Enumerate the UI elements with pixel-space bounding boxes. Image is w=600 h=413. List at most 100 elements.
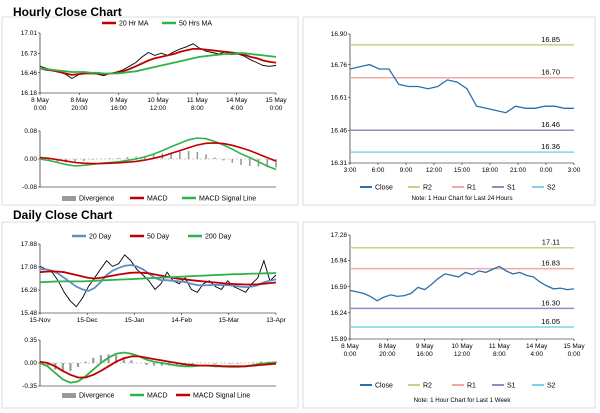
daily-legend-divergence-label: Divergence <box>79 393 115 400</box>
daily-price-series-close <box>39 254 277 308</box>
weekly-levels-x-tick: 14 May <box>526 343 548 350</box>
hourly-price-x-tick: 8 May <box>70 97 88 104</box>
daily-price-series-50-day <box>39 270 277 286</box>
daily-price-x-tick: 15-Dec <box>77 317 99 324</box>
daily-price-x-tick: 15-Nov <box>30 317 52 324</box>
weekly-levels-y-tick: 16.24 <box>331 310 348 317</box>
hourly-levels-y-tick: 16.90 <box>331 31 348 38</box>
daily-legend-macd-label: MACD <box>147 393 168 400</box>
weekly-levels-x-tick-sub: 12:00 <box>454 351 471 358</box>
weekly-levels-x-tick-sub: 0:00 <box>344 351 357 358</box>
hourly-levels-x-tick: 12:00 <box>426 167 443 174</box>
hourly-price-y-tick: 16.73 <box>21 50 38 57</box>
hourly-left-frame <box>1 16 299 206</box>
hourly-legend-20hr-ma-label: 20 Hr MA <box>119 21 149 28</box>
weekly-levels-x-tick: 15 May <box>563 343 585 350</box>
hourly-price-x-tick-sub: 4:00 <box>230 105 243 112</box>
hourly-price-x-tick-sub: 8:00 <box>191 105 204 112</box>
daily-macd-y-tick: 0.35 <box>24 337 37 344</box>
hourly-price-x-tick: 10 May <box>147 97 169 104</box>
hourly-price-y-tick: 16.46 <box>21 70 38 77</box>
hourly-macd-y-tick: 0.08 <box>24 128 37 135</box>
hourly-legend-divergence-label: Divergence <box>79 196 115 203</box>
weekly-levels-legend-r2-label: R2 <box>423 383 432 390</box>
daily-legend-divergence-swatch <box>62 393 76 398</box>
daily-macd-series-macd <box>39 351 277 384</box>
weekly-levels-x-tick: 11 May <box>489 343 511 350</box>
weekly-levels-x-tick-sub: 8:00 <box>493 351 506 358</box>
hourly-price-x-tick: 15 May <box>265 97 287 104</box>
hourly-price-x-tick: 8 May <box>31 97 49 104</box>
daily-price-y-tick: 15.48 <box>21 310 38 317</box>
weekly-levels-note: Note: 1 Hour Chart for Last 1 Week <box>414 397 512 404</box>
hourly-levels-x-tick: 3:00 <box>344 167 357 174</box>
hourly-price-x-tick: 14 May <box>226 97 248 104</box>
hourly-levels-note: Note: 1 Hour Chart for Last 24 Hours <box>411 195 512 202</box>
hourly-price-y-tick: 16.18 <box>21 90 38 97</box>
hourly-price-series-close <box>39 43 277 80</box>
weekly-levels-y-tick: 17.28 <box>331 232 348 239</box>
weekly-levels-level-label-s1: 16.30 <box>541 298 560 307</box>
hourly-levels-legend-s1-label: S1 <box>507 185 516 192</box>
daily-price-y-tick: 17.88 <box>21 241 38 248</box>
weekly-levels-y-tick: 16.59 <box>331 284 348 291</box>
weekly-levels-level-label-r2: 17.11 <box>542 238 560 247</box>
daily-price-y-tick: 17.08 <box>21 264 38 271</box>
hourly-price-series-50-hrs-ma <box>39 52 277 75</box>
hourly-right-frame <box>302 16 596 206</box>
daily-left-frame <box>1 221 299 409</box>
hourly-macd-series-macd-signal-line <box>39 142 277 165</box>
weekly-levels-legend-close-label: Close <box>375 383 393 390</box>
hourly-price-x-tick-sub: 12:00 <box>150 105 167 112</box>
hourly-price-x-tick: 9 May <box>110 97 128 104</box>
hourly-macd-series-macd <box>39 137 277 171</box>
daily-section-title: Daily Close Chart <box>13 208 113 222</box>
daily-macd-series-macd-signal-line <box>39 355 277 379</box>
daily-right-frame <box>302 221 596 409</box>
hourly-price-x-tick-sub: 0:00 <box>270 105 283 112</box>
weekly-levels-y-tick: 15.89 <box>331 336 348 343</box>
hourly-levels-series-close <box>349 63 574 114</box>
hourly-macd-y-tick: 0.00 <box>24 156 37 163</box>
hourly-levels-legend-s2-label: S2 <box>547 185 556 192</box>
hourly-levels-level-label-s1: 16.46 <box>541 120 560 129</box>
hourly-macd-y-tick: -0.08 <box>22 184 37 191</box>
hourly-levels-legend-close-label: Close <box>375 185 393 192</box>
daily-price-series-20-day <box>40 264 277 292</box>
hourly-price-x-tick-sub: 0:00 <box>34 105 47 112</box>
daily-macd-y-tick: 0.00 <box>24 360 37 367</box>
daily-price-series-200-day <box>39 272 277 284</box>
weekly-levels-x-tick-sub: 20:00 <box>379 351 396 358</box>
weekly-levels-level-label-s2: 16.05 <box>541 317 560 326</box>
hourly-levels-y-tick: 16.61 <box>331 95 348 102</box>
weekly-levels-x-tick: 10 May <box>451 343 473 350</box>
hourly-levels-y-tick: 16.31 <box>331 160 348 167</box>
weekly-levels-x-tick-sub: 0:00 <box>568 351 581 358</box>
hourly-price-y-tick: 17.01 <box>21 30 38 37</box>
hourly-levels-x-tick: 0:00 <box>540 167 553 174</box>
hourly-levels-y-tick: 16.76 <box>331 62 348 69</box>
weekly-levels-x-tick-sub: 16:00 <box>417 351 434 358</box>
hourly-levels-level-label-r2: 16.85 <box>541 35 560 44</box>
hourly-levels-level-label-s2: 16.36 <box>541 142 560 151</box>
hourly-levels-level-label-r1: 16.70 <box>541 68 560 77</box>
hourly-levels-x-tick: 9:00 <box>400 167 413 174</box>
hourly-levels-y-tick: 16.46 <box>331 127 348 134</box>
hourly-section-title: Hourly Close Chart <box>13 5 122 19</box>
hourly-legend-50hrs-ma-label: 50 Hrs MA <box>179 21 212 28</box>
weekly-levels-x-tick: 9 May <box>416 343 434 350</box>
daily-legend-20-day-label: 20 Day <box>89 234 112 241</box>
weekly-levels-legend-s1-label: S1 <box>507 383 516 390</box>
daily-legend-200-day-label: 200 Day <box>205 234 232 241</box>
weekly-levels-y-tick: 16.94 <box>331 258 348 265</box>
weekly-levels-series-close <box>349 265 575 302</box>
hourly-levels-x-tick: 21:00 <box>510 167 527 174</box>
hourly-price-x-tick-sub: 16:00 <box>111 105 128 112</box>
daily-price-x-tick: 14-Feb <box>171 317 192 324</box>
hourly-levels-x-tick: 15:00 <box>454 167 471 174</box>
hourly-levels-x-tick: 18:00 <box>482 167 499 174</box>
hourly-legend-divergence-swatch <box>62 196 76 201</box>
